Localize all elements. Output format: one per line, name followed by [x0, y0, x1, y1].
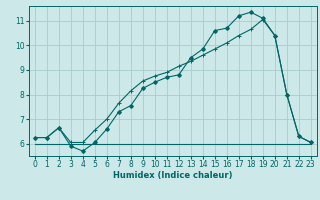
X-axis label: Humidex (Indice chaleur): Humidex (Indice chaleur) — [113, 171, 233, 180]
